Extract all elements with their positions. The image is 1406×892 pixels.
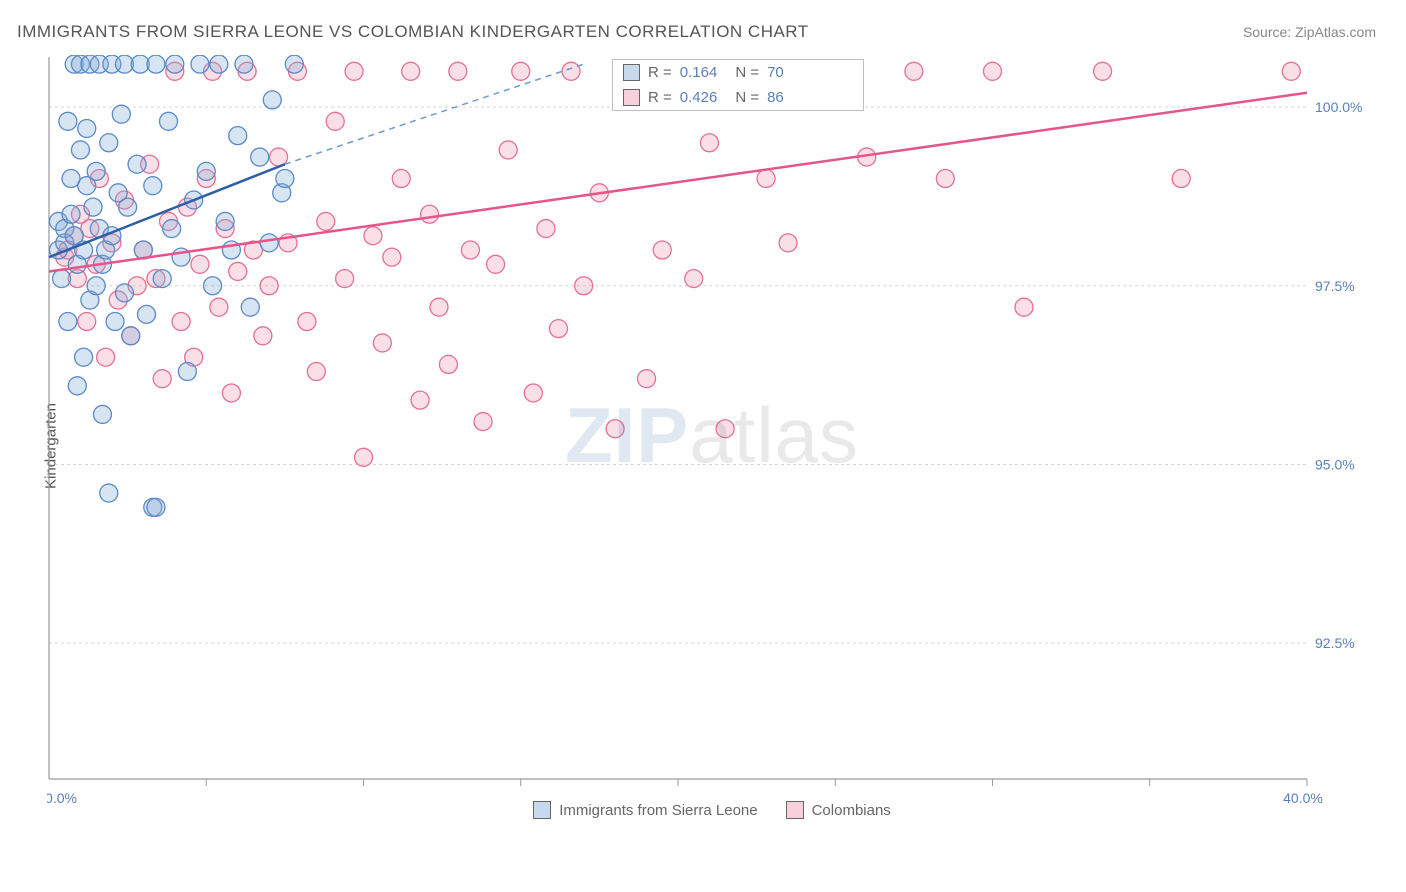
legend-bottom: Immigrants from Sierra Leone Colombians (47, 801, 1377, 819)
chart-title: IMMIGRANTS FROM SIERRA LEONE VS COLOMBIA… (17, 22, 809, 42)
n-label: N = (735, 64, 759, 81)
legend-item-pink: Colombians (786, 801, 891, 819)
source-label: Source: ZipAtlas.com (1243, 24, 1376, 40)
n-label: N = (735, 89, 759, 106)
correlation-stats-box: R = 0.164 N = 70 R = 0.426 N = 86 (612, 59, 864, 111)
swatch-blue-icon (533, 801, 551, 819)
svg-text:100.0%: 100.0% (1315, 99, 1362, 115)
scatter-svg: 92.5%95.0%97.5%100.0%0.0%40.0% (47, 55, 1377, 825)
swatch-pink-icon (786, 801, 804, 819)
header-row: IMMIGRANTS FROM SIERRA LEONE VS COLOMBIA… (17, 22, 1376, 42)
legend-label-pink: Colombians (812, 802, 891, 819)
plot-area: 92.5%95.0%97.5%100.0%0.0%40.0% ZIPatlas … (47, 55, 1377, 825)
swatch-blue-icon (623, 64, 640, 81)
svg-text:95.0%: 95.0% (1315, 456, 1355, 472)
legend-item-blue: Immigrants from Sierra Leone (533, 801, 757, 819)
n-value-blue: 70 (767, 64, 784, 81)
stat-row-blue: R = 0.164 N = 70 (613, 60, 863, 85)
r-label: R = (648, 64, 672, 81)
swatch-pink-icon (623, 89, 640, 106)
svg-text:92.5%: 92.5% (1315, 635, 1355, 651)
svg-text:97.5%: 97.5% (1315, 278, 1355, 294)
r-value-pink: 0.426 (680, 89, 718, 106)
r-value-blue: 0.164 (680, 64, 718, 81)
r-label: R = (648, 89, 672, 106)
n-value-pink: 86 (767, 89, 784, 106)
stat-row-pink: R = 0.426 N = 86 (613, 85, 863, 110)
legend-label-blue: Immigrants from Sierra Leone (559, 802, 757, 819)
